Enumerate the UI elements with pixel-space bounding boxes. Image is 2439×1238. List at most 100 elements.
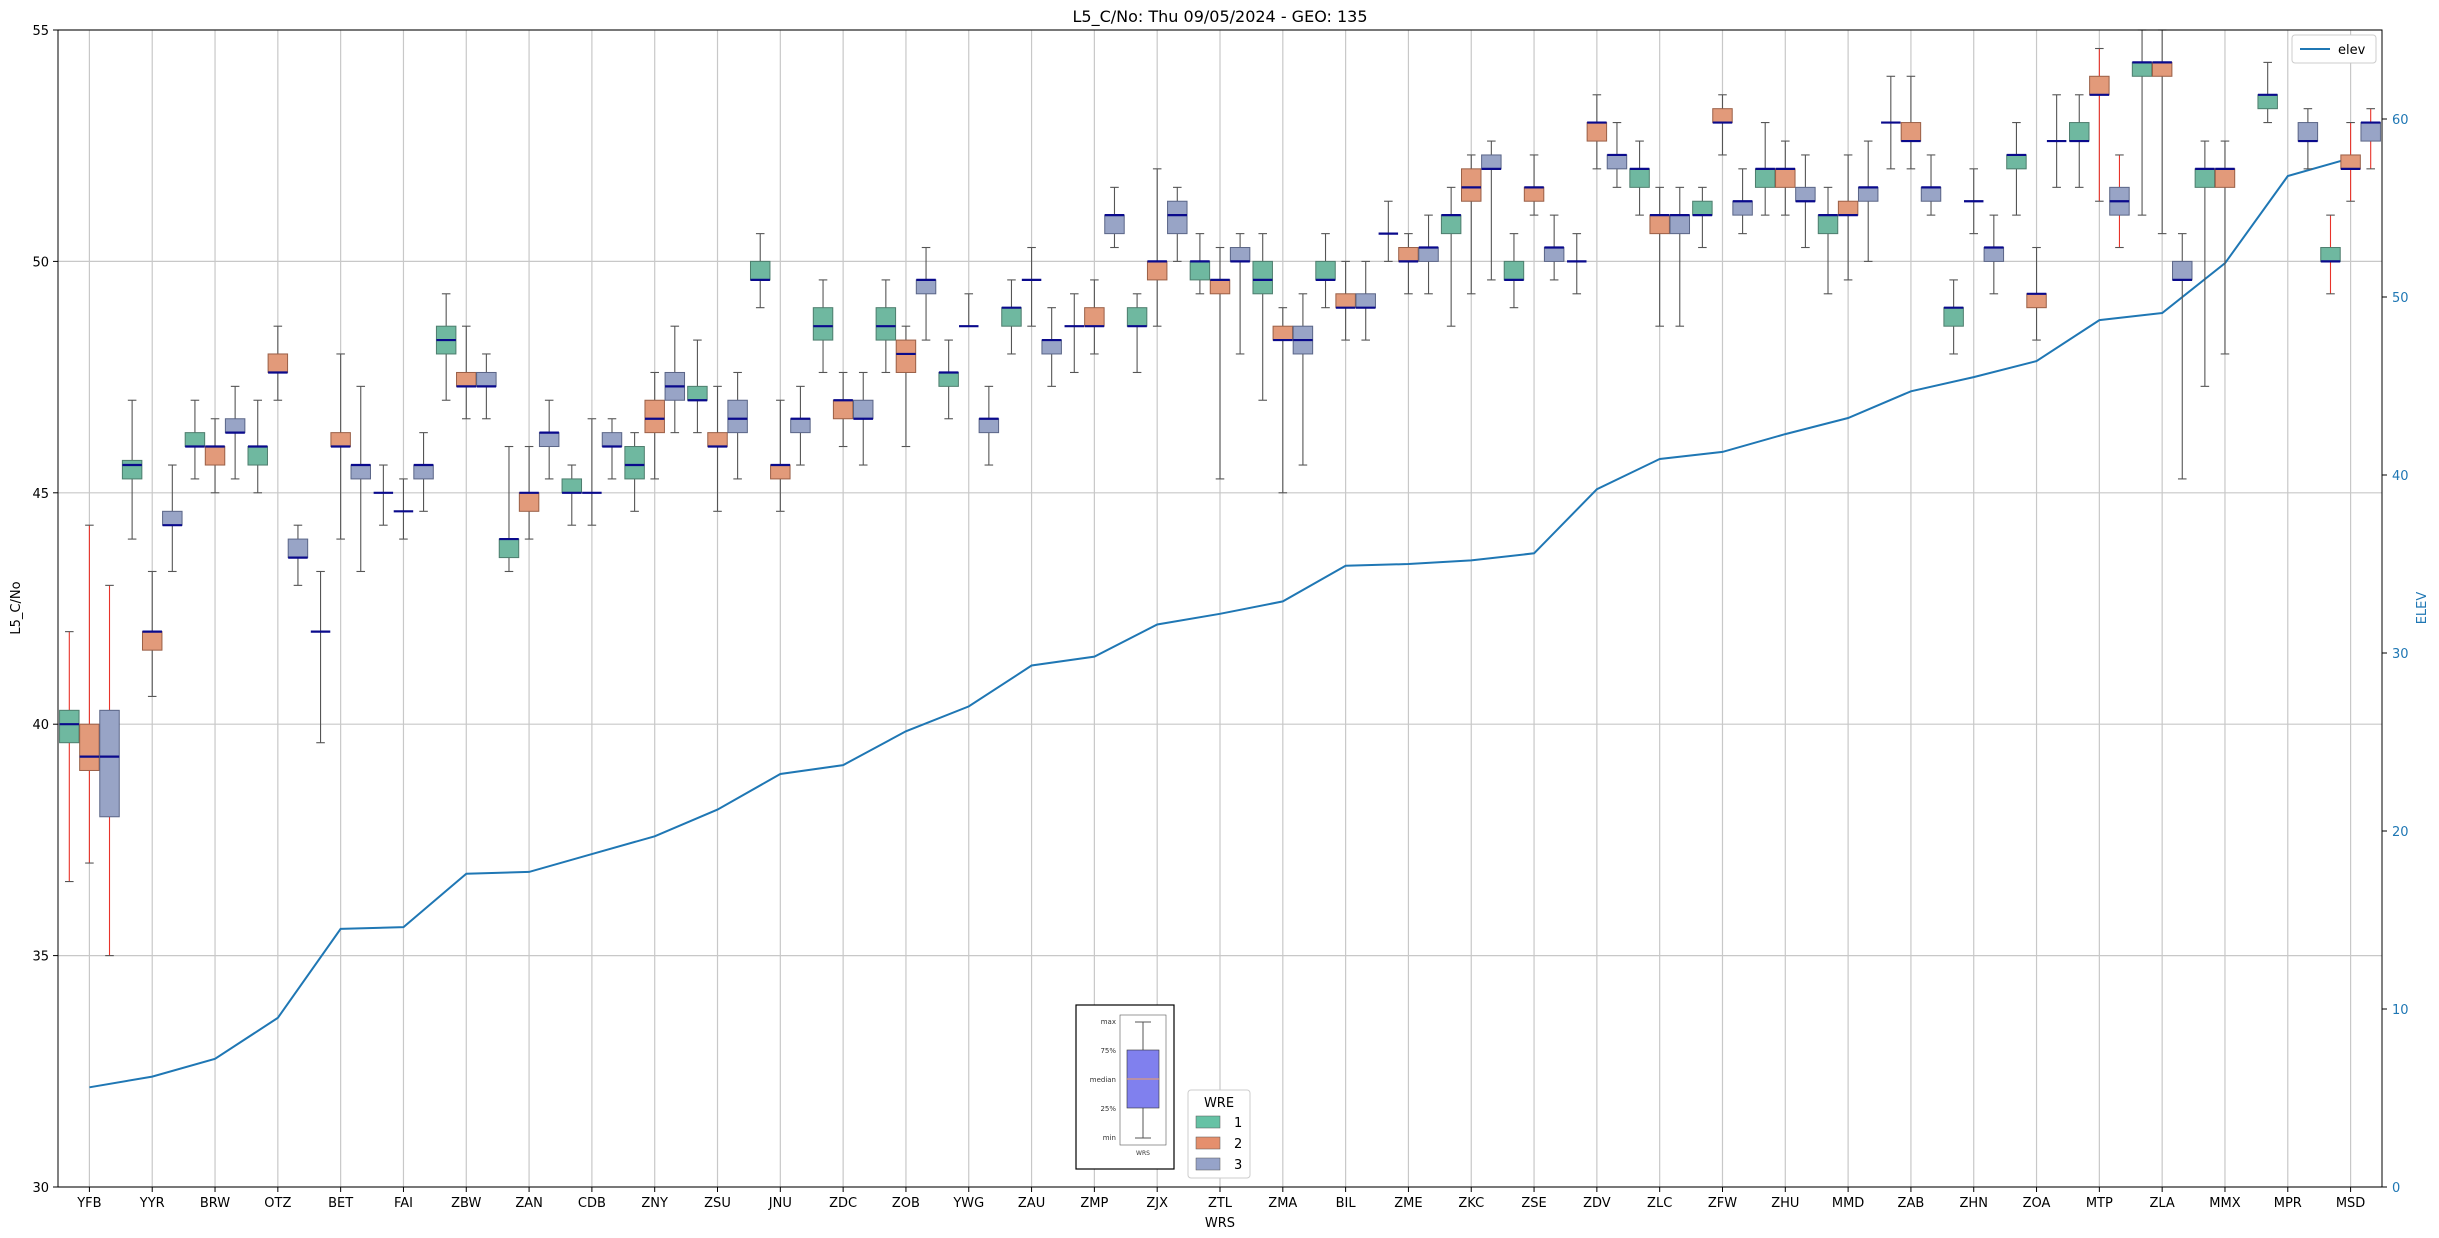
box-ZJX-wre1: [1126, 293, 1148, 374]
box-OTZ-wre1: [247, 399, 268, 494]
x-tick-label: MMD: [1832, 1196, 1864, 1211]
box-ZHN-wre3: [1983, 214, 2005, 295]
box-iqr: [978, 418, 1000, 434]
box-ZHN-wre1: [1943, 279, 1964, 355]
box-YFB-wre1: [59, 631, 80, 883]
box-iqr: [2006, 154, 2027, 170]
box-CDB-wre1: [561, 464, 583, 526]
y-axis-label: L5_C/No: [9, 581, 24, 634]
box-iqr: [1732, 200, 1753, 216]
box-iqr: [456, 371, 477, 387]
box-iqr: [224, 418, 246, 434]
box-ZAN-wre1: [498, 445, 520, 573]
box-ZMA-wre2: [1272, 307, 1294, 494]
box-ZLC-wre2: [1649, 186, 1670, 327]
right-y-axis-label: ELEV: [2415, 592, 2430, 625]
box-iqr: [1104, 214, 1125, 235]
box-iqr: [330, 432, 351, 448]
box-ZAU-wre3: [1041, 307, 1062, 387]
x-tick-label: OTZ: [264, 1196, 291, 1211]
box-iqr: [1606, 154, 1628, 170]
box-iqr: [1481, 154, 1502, 170]
x-tick-label: MMX: [2209, 1196, 2240, 1211]
wre-legend-swatch-3: [1195, 1157, 1221, 1171]
box-iqr: [2026, 293, 2047, 309]
box-ZBW-wre1: [435, 293, 457, 401]
box-iqr: [1335, 293, 1356, 309]
box-iqr: [121, 459, 143, 480]
right-y-tick-label: 0: [2392, 1181, 2400, 1196]
box-iqr: [518, 492, 540, 512]
box-iqr: [79, 723, 100, 771]
box-iqr: [1669, 214, 1691, 235]
box-iqr: [538, 432, 560, 448]
box-YWG-wre2: [959, 293, 979, 328]
boxplot-key-inset: max 75% median 25% min WRS: [1075, 1004, 1175, 1170]
box-ZDC-wre3: [852, 371, 874, 466]
inset-frame: [1075, 1004, 1175, 1170]
box-YFB-wre3: [99, 584, 120, 957]
box-iqr: [2320, 247, 2341, 262]
box-iqr: [1920, 186, 1942, 202]
x-tick-label: JNU: [768, 1196, 792, 1211]
box-OTZ-wre2: [267, 325, 289, 401]
box-ZME-wre1: [1378, 200, 1399, 262]
y-tick-label: 40: [32, 718, 49, 733]
x-tick-label: ZOA: [2023, 1196, 2051, 1211]
x-tick-label: ZNY: [641, 1196, 668, 1211]
box-ZHN-wre2: [1963, 168, 1984, 235]
right-y-tick-label: 10: [2392, 1003, 2409, 1018]
box-iqr: [915, 279, 937, 295]
inset-label-q1: 25%: [1100, 1105, 1116, 1113]
box-ZSE-wre1: [1503, 233, 1525, 309]
wre-legend-label-2: 2: [1234, 1137, 1242, 1152]
box-ZAN-wre3: [538, 399, 560, 480]
box-iqr: [1712, 108, 1733, 124]
box-iqr: [1900, 122, 1922, 142]
box-ZTL-wre1: [1189, 233, 1211, 295]
box-ZMA-wre1: [1252, 233, 1273, 401]
box-MSD-wre3: [2360, 108, 2381, 170]
box-ZOA-wre2: [2026, 246, 2047, 341]
box-ZMA-wre3: [1292, 293, 1314, 466]
box-ZSU-wre3: [727, 371, 748, 480]
box-ZDC-wre2: [832, 371, 854, 448]
x-tick-label: YWG: [952, 1196, 984, 1211]
box-iqr: [727, 399, 748, 434]
box-YYR-wre3: [162, 464, 183, 573]
box-iqr: [624, 446, 645, 480]
box-iqr: [601, 432, 623, 448]
box-MSD-wre2: [2340, 122, 2361, 202]
box-ZDV-wre3: [1606, 122, 1628, 188]
box-iqr: [832, 399, 854, 420]
box-iqr: [1983, 247, 2005, 262]
inset-label-max: max: [1101, 1018, 1116, 1026]
x-tick-label: YYR: [139, 1196, 165, 1211]
x-tick-label: CDB: [578, 1196, 606, 1211]
box-iqr: [1272, 325, 1294, 341]
box-iqr: [2151, 61, 2173, 77]
box-ZKC-wre1: [1440, 186, 1462, 327]
y-tick-label: 30: [32, 1181, 49, 1196]
box-iqr: [1167, 200, 1188, 235]
box-iqr: [2069, 122, 2090, 142]
box-ZJX-wre2: [1146, 168, 1168, 327]
box-iqr: [2172, 260, 2193, 281]
box-iqr: [644, 399, 665, 434]
box-iqr: [1503, 260, 1525, 281]
wre-legend-label-1: 1: [1234, 1116, 1242, 1131]
box-ZDC-wre1: [812, 279, 834, 374]
box-ZAN-wre2: [518, 445, 540, 540]
box-BRW-wre3: [224, 385, 246, 480]
box-iqr: [812, 307, 834, 341]
box-ZHU-wre3: [1795, 154, 1816, 249]
box-iqr: [1189, 260, 1211, 281]
box-ZME-wre2: [1398, 233, 1419, 295]
box-ZOA-wre1: [2006, 122, 2027, 216]
y-tick-label: 35: [32, 950, 49, 965]
boxes-layer: [59, 29, 2381, 957]
y-tick-label: 45: [32, 487, 49, 502]
box-MMD-wre2: [1837, 154, 1859, 281]
elev-legend-label: elev: [2338, 43, 2366, 58]
